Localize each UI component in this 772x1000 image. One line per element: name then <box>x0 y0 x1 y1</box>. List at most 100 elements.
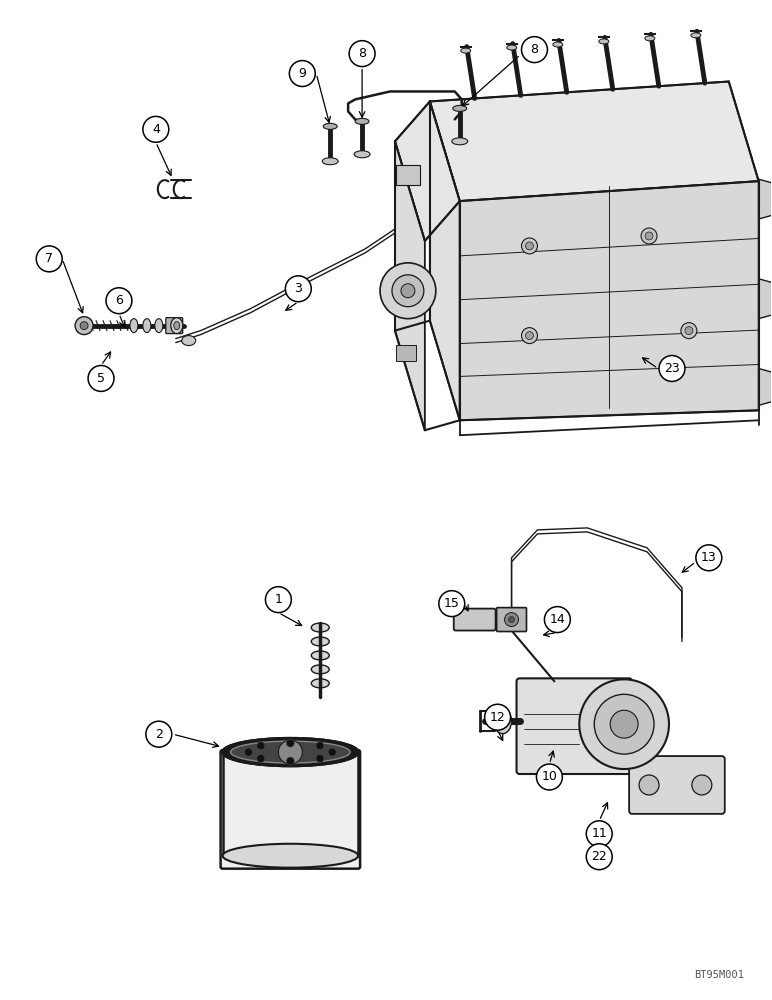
FancyBboxPatch shape <box>516 678 632 774</box>
Circle shape <box>257 754 265 762</box>
Ellipse shape <box>323 123 337 129</box>
Circle shape <box>685 327 693 335</box>
Ellipse shape <box>311 651 329 660</box>
Ellipse shape <box>311 679 329 688</box>
Circle shape <box>279 740 303 764</box>
Ellipse shape <box>322 158 338 165</box>
Circle shape <box>316 754 324 762</box>
Text: 4: 4 <box>152 123 160 136</box>
Circle shape <box>146 721 172 747</box>
Text: 23: 23 <box>664 362 680 375</box>
Text: 15: 15 <box>444 597 459 610</box>
Polygon shape <box>759 279 772 319</box>
Ellipse shape <box>506 45 516 50</box>
Ellipse shape <box>498 714 507 728</box>
FancyBboxPatch shape <box>454 609 496 631</box>
Ellipse shape <box>181 336 195 346</box>
FancyBboxPatch shape <box>396 345 416 361</box>
Text: 1: 1 <box>275 593 283 606</box>
Polygon shape <box>395 141 425 430</box>
Circle shape <box>245 748 252 756</box>
Ellipse shape <box>354 151 370 158</box>
Text: 3: 3 <box>294 282 303 295</box>
Ellipse shape <box>222 844 358 868</box>
Polygon shape <box>460 181 759 420</box>
Polygon shape <box>759 179 772 219</box>
Circle shape <box>579 679 669 769</box>
Circle shape <box>380 263 436 319</box>
Text: 8: 8 <box>358 47 366 60</box>
Circle shape <box>522 238 537 254</box>
FancyBboxPatch shape <box>496 608 527 632</box>
Ellipse shape <box>553 42 563 47</box>
Circle shape <box>522 328 537 344</box>
Circle shape <box>257 742 265 750</box>
Circle shape <box>266 587 291 613</box>
Ellipse shape <box>599 39 609 44</box>
Circle shape <box>401 284 415 298</box>
FancyBboxPatch shape <box>629 756 725 814</box>
Circle shape <box>286 276 311 302</box>
Circle shape <box>526 242 533 250</box>
Text: 9: 9 <box>298 67 306 80</box>
Circle shape <box>438 591 465 617</box>
Circle shape <box>641 228 657 244</box>
Ellipse shape <box>461 48 471 53</box>
Circle shape <box>88 365 114 391</box>
Ellipse shape <box>452 105 467 111</box>
Circle shape <box>257 742 265 750</box>
Circle shape <box>106 288 132 314</box>
Circle shape <box>485 704 510 730</box>
Ellipse shape <box>171 318 183 334</box>
Circle shape <box>80 322 88 330</box>
Ellipse shape <box>231 741 350 763</box>
Circle shape <box>681 323 697 339</box>
Circle shape <box>36 246 63 272</box>
Circle shape <box>143 116 169 142</box>
Text: 14: 14 <box>550 613 565 626</box>
Circle shape <box>316 742 324 750</box>
Circle shape <box>286 757 294 765</box>
Circle shape <box>522 37 547 63</box>
Ellipse shape <box>355 118 369 124</box>
Polygon shape <box>759 368 772 405</box>
Ellipse shape <box>155 319 163 333</box>
Circle shape <box>544 607 571 633</box>
Ellipse shape <box>691 33 701 38</box>
Ellipse shape <box>231 741 350 763</box>
Ellipse shape <box>311 623 329 632</box>
Polygon shape <box>430 101 460 420</box>
Circle shape <box>645 232 653 240</box>
Text: 8: 8 <box>530 43 538 56</box>
Circle shape <box>586 821 612 847</box>
Circle shape <box>286 739 294 747</box>
Ellipse shape <box>222 738 358 766</box>
Text: 7: 7 <box>46 252 53 265</box>
Text: 13: 13 <box>701 551 716 564</box>
Circle shape <box>610 710 638 738</box>
Circle shape <box>284 746 296 758</box>
Polygon shape <box>395 101 460 241</box>
Circle shape <box>692 775 712 795</box>
Circle shape <box>257 754 265 762</box>
Circle shape <box>286 757 294 765</box>
Circle shape <box>245 748 252 756</box>
Circle shape <box>639 775 659 795</box>
Text: 5: 5 <box>97 372 105 385</box>
Ellipse shape <box>174 322 180 330</box>
Ellipse shape <box>493 709 512 734</box>
Circle shape <box>286 739 294 747</box>
Circle shape <box>316 754 324 762</box>
Ellipse shape <box>130 319 138 333</box>
Ellipse shape <box>452 138 468 145</box>
Circle shape <box>659 356 685 381</box>
Text: 12: 12 <box>489 711 506 724</box>
Circle shape <box>509 617 514 623</box>
Text: 6: 6 <box>115 294 123 307</box>
Text: 2: 2 <box>155 728 163 741</box>
Circle shape <box>316 742 324 750</box>
FancyBboxPatch shape <box>166 318 183 334</box>
Ellipse shape <box>143 319 151 333</box>
Text: 11: 11 <box>591 827 607 840</box>
Text: 22: 22 <box>591 850 607 863</box>
